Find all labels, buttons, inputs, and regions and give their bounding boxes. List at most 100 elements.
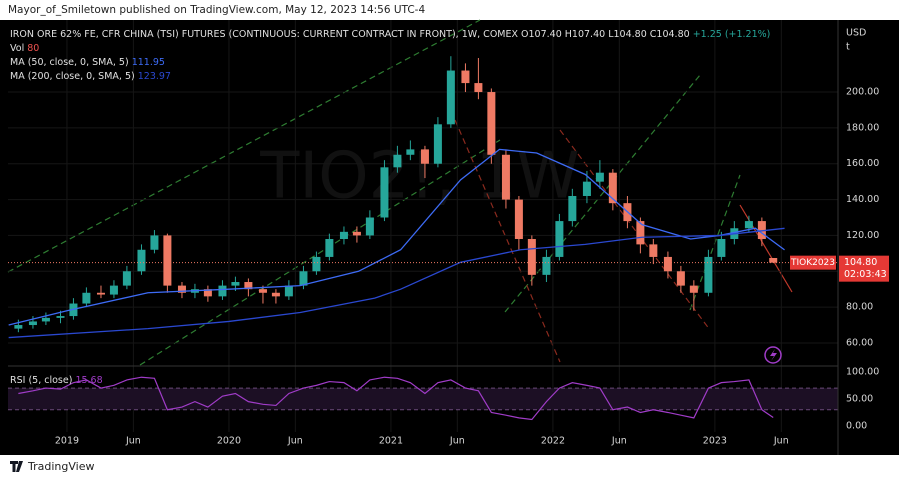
legend-volume: Vol 80 — [10, 43, 39, 54]
candle-body — [433, 124, 442, 164]
x-tick-label: Jun — [125, 436, 141, 447]
legend-ma: MA (200, close, 0, SMA, 5) 123.97 — [10, 71, 171, 82]
candle-body — [56, 316, 65, 318]
rsi-value: 15.68 — [75, 375, 102, 386]
candle-body — [744, 221, 753, 229]
rsi-name: RSI (5, close) — [10, 375, 72, 386]
candle-body — [258, 289, 267, 293]
candle-body — [663, 256, 672, 272]
y-tick-label: 80.00 — [846, 302, 873, 313]
candle-body — [122, 271, 131, 286]
candle-body — [514, 199, 523, 240]
y-tick-label: 200.00 — [846, 87, 879, 98]
x-tick-label: Jun — [449, 436, 465, 447]
rsi-line — [18, 376, 774, 421]
x-tick-label: 2019 — [55, 436, 79, 447]
candle-body — [568, 195, 577, 222]
candle-body — [501, 154, 510, 200]
y-tick-label: 160.00 — [846, 158, 879, 169]
candle-body — [218, 285, 227, 297]
y-tick-label: 60.00 — [846, 337, 873, 348]
legend-ma: MA (50, close, 0, SMA, 5) 111.95 — [10, 57, 165, 68]
trend-line — [454, 119, 561, 363]
ohlc: C104.80 — [650, 29, 690, 40]
candle-body — [137, 249, 146, 272]
legend-rsi: RSI (5, close) 15.68 — [10, 375, 103, 386]
price-box — [839, 255, 889, 282]
y-tick-label: 140.00 — [846, 194, 879, 205]
trend-lines — [7, 19, 793, 366]
candle-body — [704, 256, 713, 293]
x-tick-label: 2020 — [217, 436, 241, 447]
candle-body — [406, 149, 415, 155]
candle-body — [487, 92, 496, 155]
trend-line — [7, 19, 481, 273]
candle-body — [271, 292, 280, 297]
candle-body — [555, 221, 564, 257]
y-tick-label: 120.00 — [846, 230, 879, 241]
trend-line — [504, 74, 701, 313]
rsi-band-fill — [8, 388, 838, 410]
brand: TradingView — [27, 460, 94, 473]
countdown: 02:03:43 — [844, 269, 887, 280]
candle-body — [689, 285, 698, 293]
candle-body — [608, 172, 617, 204]
candle-body — [312, 256, 321, 272]
candle-body — [14, 325, 23, 329]
legend-symbol: IRON ORE 62% FE, CFR CHINA (TSI) FUTURES… — [10, 29, 770, 40]
x-tick-label: Jun — [773, 436, 789, 447]
candle-body — [527, 239, 536, 275]
contract-box — [790, 255, 836, 270]
byline: Mayor_of_Smiletown published on TradingV… — [8, 4, 425, 16]
y-tick-label: 180.00 — [846, 122, 879, 133]
change: +1.25 (+1.21%) — [693, 29, 771, 40]
candle-body — [676, 271, 685, 286]
x-tick-label: 2021 — [379, 436, 403, 447]
rsi-tick-label: 100.00 — [846, 366, 879, 377]
brand-logo — [10, 461, 23, 472]
candle-body — [595, 172, 604, 182]
volume-label: Vol — [10, 43, 24, 54]
candle-body — [150, 235, 159, 250]
candle-body — [352, 231, 361, 236]
x-tick-label: 2022 — [541, 436, 565, 447]
symbol: IRON ORE 62% FE, CFR CHINA (TSI) FUTURES… — [10, 29, 518, 40]
candle-body — [203, 289, 212, 297]
candle-body — [542, 256, 551, 275]
candle-body — [163, 235, 172, 286]
candle-body — [649, 244, 658, 257]
candle-body — [325, 239, 334, 257]
last-price: 104.80 — [844, 257, 877, 268]
ma-value: 123.97 — [138, 71, 171, 82]
plot — [8, 20, 838, 432]
ma-line — [8, 227, 785, 339]
trend-line — [139, 139, 501, 366]
ma-line — [8, 148, 785, 326]
candle-body — [177, 285, 186, 293]
candle-body — [28, 321, 37, 326]
ma-name: MA (200, close, 0, SMA, 5) — [10, 71, 135, 82]
alert-icon[interactable] — [764, 346, 782, 364]
candle-body — [582, 181, 591, 196]
currency: USD — [846, 28, 866, 39]
rsi-tick-label: 0.00 — [846, 421, 867, 432]
ohlc: O107.40 — [521, 29, 562, 40]
ma-name: MA (50, close, 0, SMA, 5) — [10, 57, 129, 68]
candle-body — [231, 282, 240, 286]
ohlc: L104.80 — [608, 29, 647, 40]
candle-body — [41, 317, 50, 322]
candle-body — [636, 221, 645, 245]
candle-body — [284, 285, 293, 297]
candle-body — [769, 258, 778, 263]
unit: t — [846, 42, 850, 53]
candle-body — [244, 282, 253, 290]
x-tick-label: Jun — [287, 436, 303, 447]
footer — [0, 455, 899, 480]
alert-icon-bolt — [770, 349, 777, 361]
candle-body — [365, 217, 374, 236]
candle-body — [339, 231, 348, 240]
candle-body — [461, 70, 470, 84]
x-tick-label: Jun — [611, 436, 627, 447]
candle-body — [96, 292, 105, 295]
